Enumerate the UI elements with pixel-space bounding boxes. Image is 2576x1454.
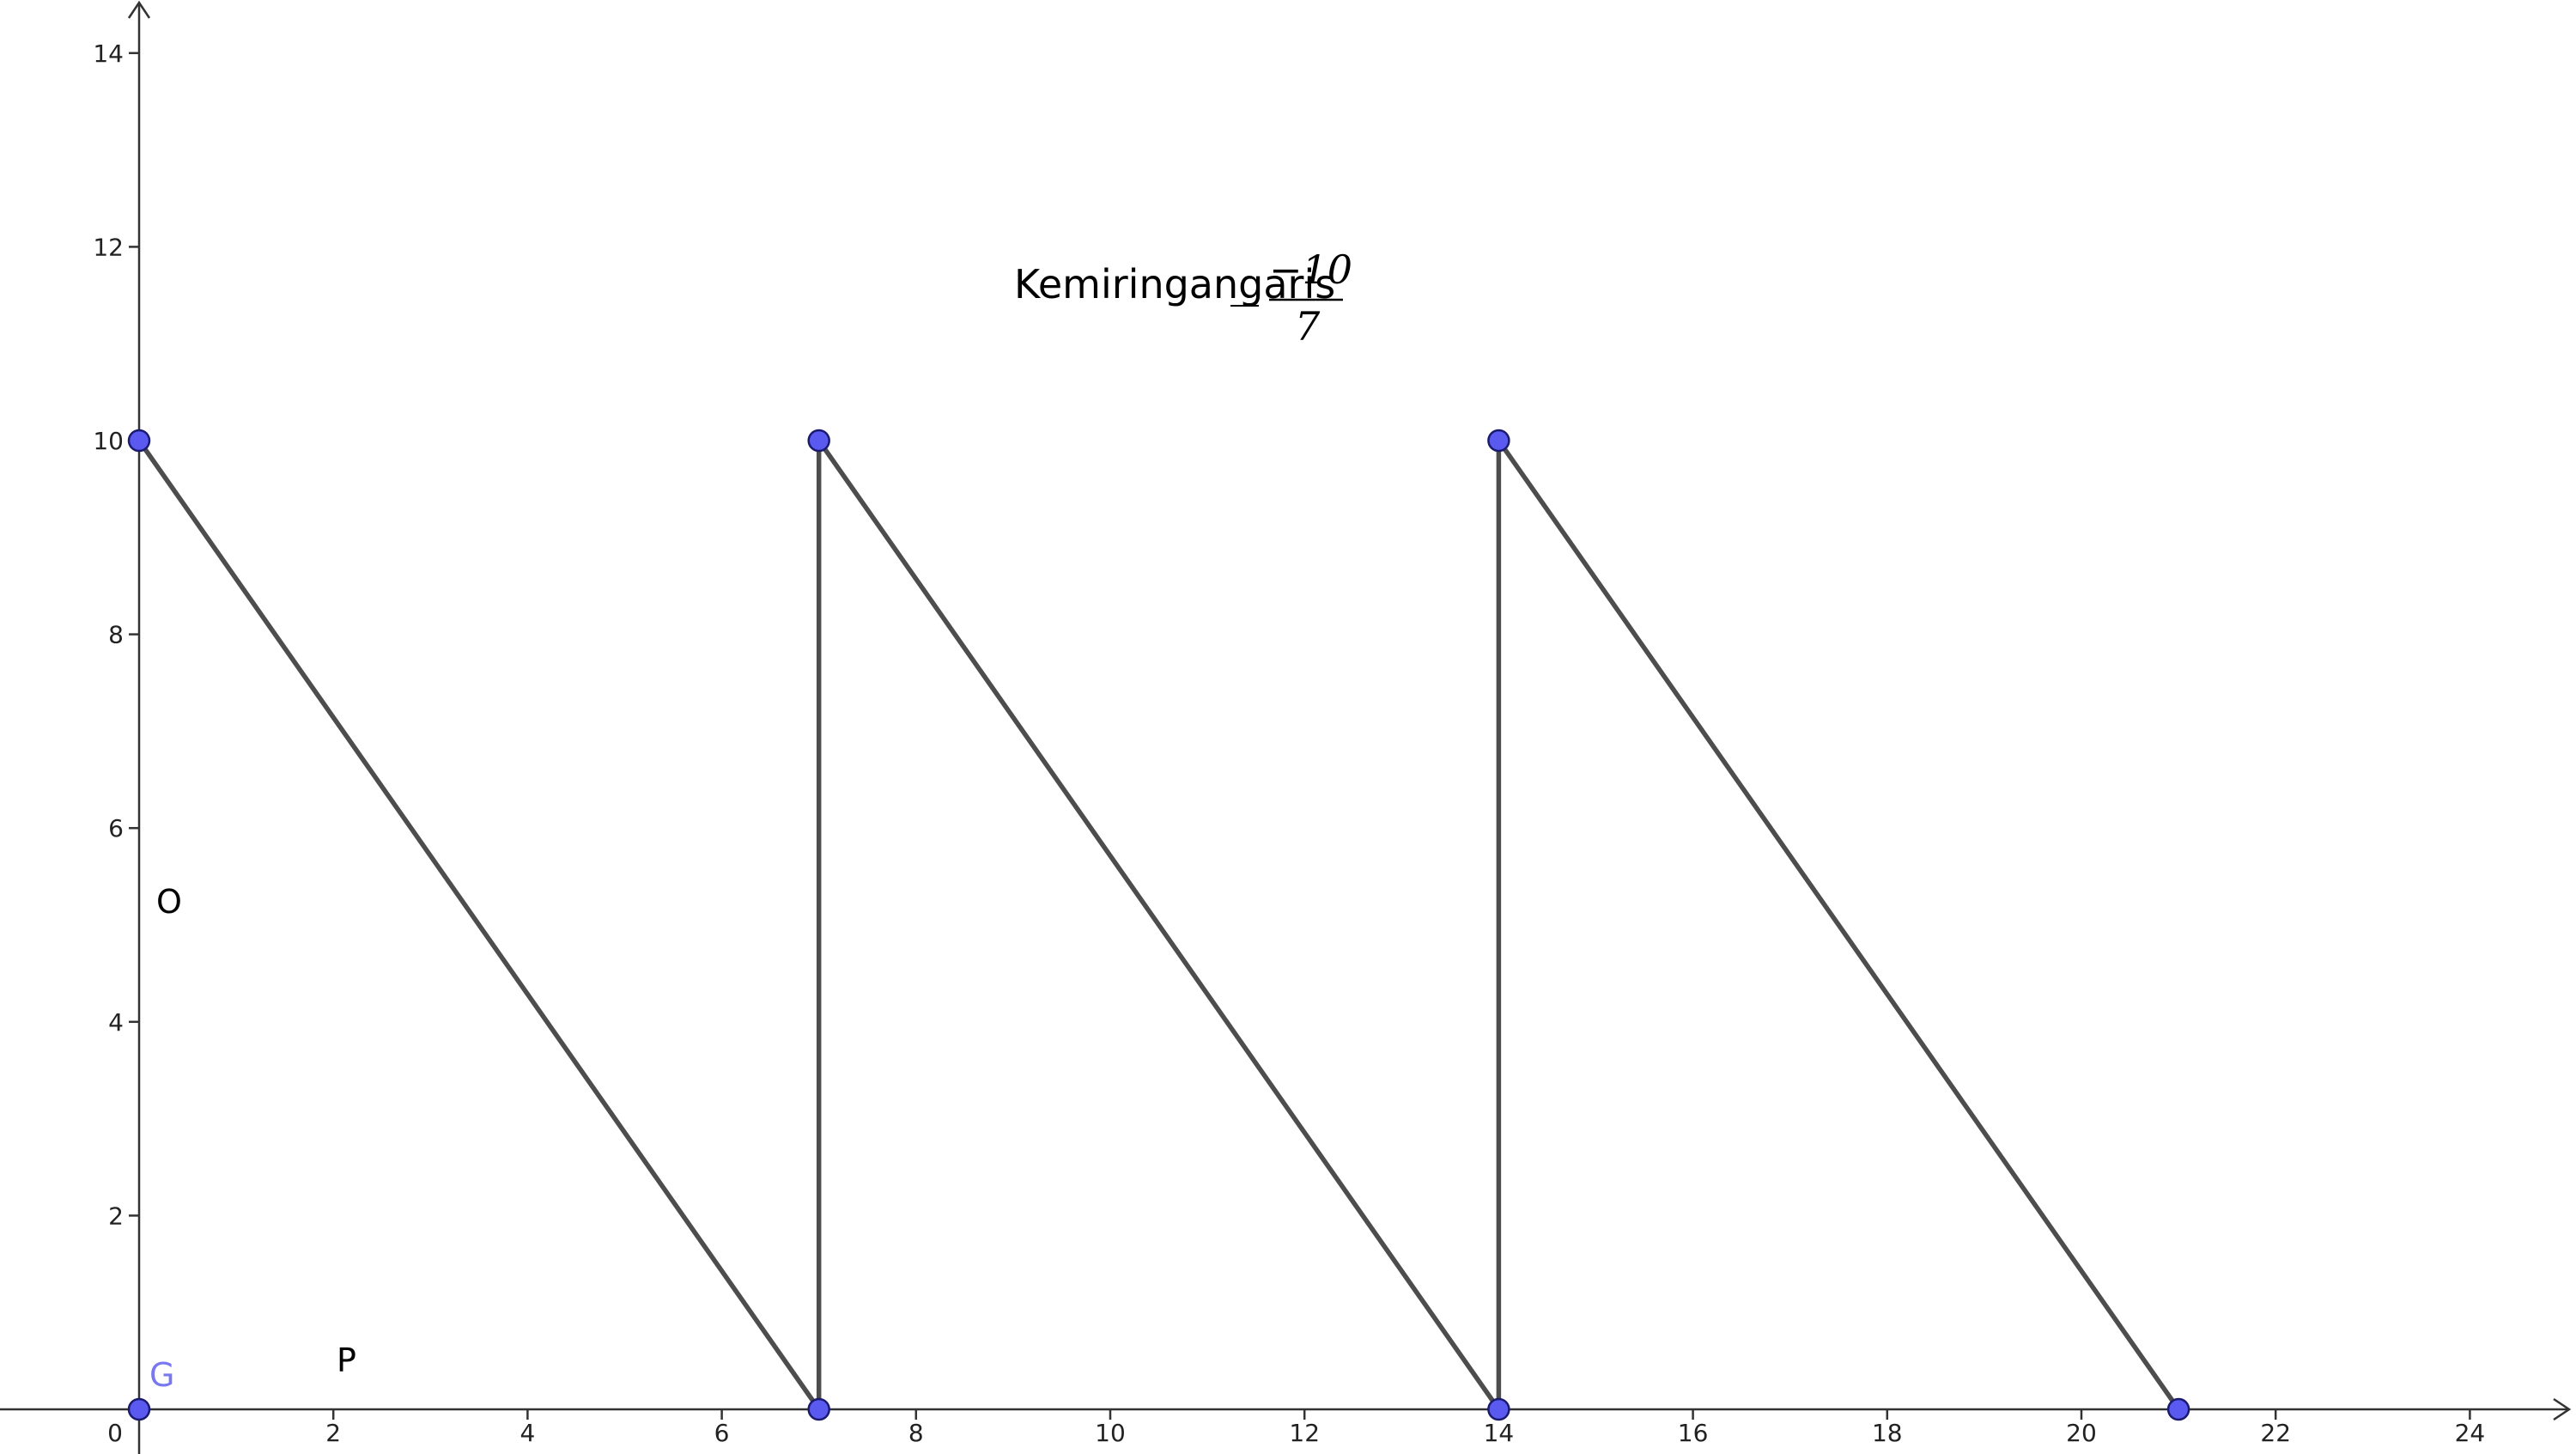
y-tick-label: 6 (108, 814, 124, 843)
label-g[interactable]: G (149, 1356, 174, 1394)
x-tick-label: 14 (1484, 1419, 1515, 1447)
x-tick-label: 22 (2260, 1419, 2291, 1447)
x-tick-label: 16 (1678, 1419, 1709, 1447)
x-tick-label: 2 (325, 1419, 341, 1447)
segments (137, 438, 2181, 1412)
x-tick-label: 12 (1289, 1419, 1320, 1447)
segment[interactable] (816, 438, 1502, 1412)
y-ticks: 2 4 6 8 10 12 14 (93, 40, 139, 1230)
segment[interactable] (1496, 438, 2181, 1412)
x-tick-label: 10 (1095, 1419, 1126, 1447)
slope-caption[interactable]: Kemiringangaris −10 7 (1014, 246, 1352, 350)
point[interactable] (1487, 429, 1510, 453)
y-tick-label: 8 (108, 621, 124, 649)
points (127, 429, 2190, 1421)
x-tick-label: 8 (908, 1419, 924, 1447)
x-tick-label: 24 (2455, 1419, 2486, 1447)
slope-denominator: 7 (1295, 303, 1321, 350)
x-axis-arrow-icon (2553, 1397, 2572, 1421)
y-axis-arrow-icon (127, 0, 151, 19)
point[interactable] (807, 1397, 830, 1421)
label-o[interactable]: O (156, 883, 182, 921)
x-tick-label: 4 (519, 1419, 535, 1447)
y-tick-label: 2 (108, 1202, 124, 1230)
y-tick-label: 10 (93, 427, 124, 455)
point[interactable] (127, 1397, 151, 1421)
point[interactable] (127, 429, 151, 453)
y-tick-label: 12 (93, 233, 124, 261)
y-tick-label: 14 (93, 40, 124, 68)
slope-numerator: −10 (1269, 246, 1352, 293)
y-tick-label: 4 (108, 1008, 124, 1037)
x-tick-label: 18 (1872, 1419, 1903, 1447)
point[interactable] (2166, 1397, 2190, 1421)
point[interactable] (1487, 1397, 1510, 1421)
x-tick-label: 20 (2066, 1419, 2097, 1447)
label-p[interactable]: P (337, 1341, 356, 1379)
point[interactable] (807, 429, 830, 453)
x-ticks: 0 2 4 6 8 10 12 14 16 18 20 22 24 (107, 1409, 2485, 1447)
x-tick-label: 6 (714, 1419, 730, 1447)
segment[interactable] (137, 438, 822, 1412)
x-tick-label: 0 (107, 1419, 123, 1447)
